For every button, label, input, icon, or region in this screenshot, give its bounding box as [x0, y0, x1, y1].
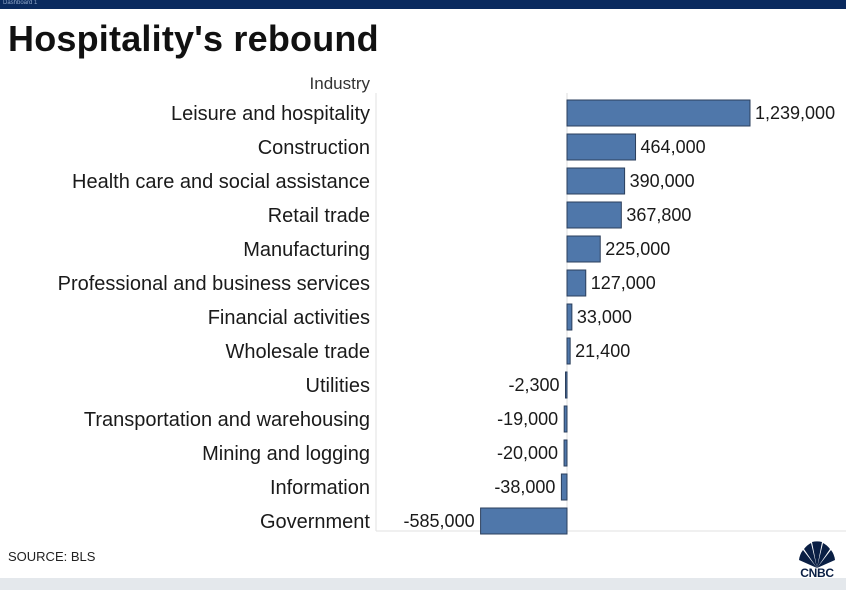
bar [566, 99, 751, 127]
top-bar: Dashboard 1 [0, 0, 846, 9]
value-label: 1,239,000 [755, 103, 835, 123]
bar [566, 201, 622, 229]
category-label: Financial activities [208, 307, 370, 329]
bar [560, 473, 568, 501]
bar [566, 303, 573, 331]
value-label: 21,400 [575, 341, 630, 361]
category-label: Government [260, 511, 370, 533]
bar [566, 235, 601, 263]
value-label: 367,800 [626, 205, 691, 225]
category-label: Manufacturing [243, 239, 370, 261]
category-label: Retail trade [268, 205, 370, 227]
category-label: Information [270, 477, 370, 499]
category-label: Construction [258, 137, 370, 159]
category-label: Mining and logging [202, 443, 370, 465]
value-label: 464,000 [641, 137, 706, 157]
category-label: Transportation and warehousing [84, 409, 370, 431]
dashboard-tab-label[interactable]: Dashboard 1 [3, 0, 38, 6]
bar [566, 269, 587, 297]
category-label: Leisure and hospitality [171, 103, 370, 125]
category-label: Wholesale trade [225, 341, 370, 363]
source-note: SOURCE: BLS [8, 549, 96, 564]
bar [565, 371, 568, 399]
value-label: 127,000 [591, 273, 656, 293]
bar [566, 167, 626, 195]
bar [563, 405, 568, 433]
column-header: Industry [310, 74, 371, 93]
bar [566, 337, 571, 365]
bar [566, 133, 637, 161]
category-label: Health care and social assistance [72, 171, 370, 193]
cnbc-logo: CNBC [791, 538, 843, 580]
value-label: 390,000 [630, 171, 695, 191]
logo-wordmark: CNBC [800, 566, 834, 580]
value-label: -20,000 [497, 443, 558, 463]
value-label: 33,000 [577, 307, 632, 327]
bar [563, 439, 568, 467]
value-label: -585,000 [404, 511, 475, 531]
chart-title: Hospitality's rebound [8, 18, 379, 59]
value-label: -38,000 [494, 477, 555, 497]
value-label: 225,000 [605, 239, 670, 259]
value-label: -19,000 [497, 409, 558, 429]
bar-chart: Industry Leisure and hospitality 1,239,000… [58, 74, 846, 535]
peacock-icon [799, 541, 835, 568]
category-label: Professional and business services [58, 273, 370, 295]
value-label: -2,300 [508, 375, 559, 395]
bar [480, 507, 568, 535]
category-label: Utilities [306, 375, 370, 397]
footer-bar [0, 578, 846, 590]
